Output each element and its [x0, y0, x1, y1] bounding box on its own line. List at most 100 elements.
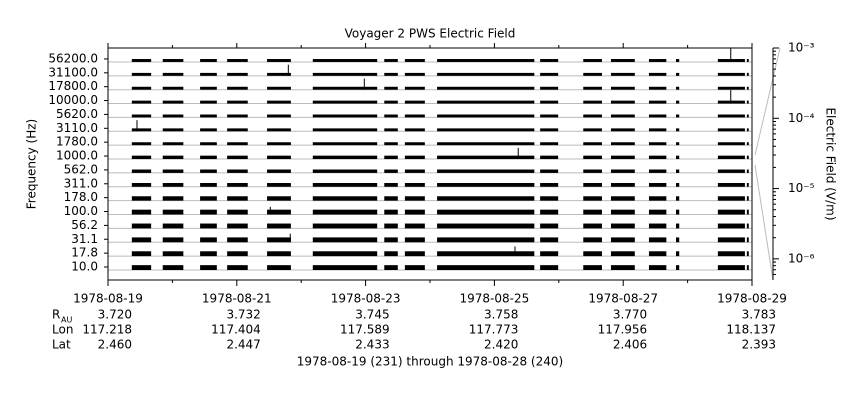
- strip: [583, 209, 602, 215]
- strip: [648, 251, 667, 257]
- strip: [540, 114, 559, 118]
- strip: [131, 100, 152, 104]
- x-tick-label: 1978-08-19: [73, 292, 143, 306]
- strip: [540, 169, 559, 173]
- strip: [227, 128, 248, 132]
- strip: [267, 223, 291, 229]
- strip: [227, 265, 248, 270]
- strip: [267, 251, 291, 257]
- strip: [131, 59, 152, 62]
- strip: [312, 100, 378, 104]
- strip: [227, 196, 248, 201]
- strip: [540, 265, 559, 270]
- strip: [676, 237, 680, 243]
- strip: [267, 100, 291, 104]
- strip: [384, 114, 398, 118]
- strip: [746, 142, 749, 146]
- strip: [384, 155, 398, 160]
- strip: [200, 209, 217, 215]
- strip: [717, 72, 745, 76]
- ephemeris-value: 2.420: [484, 338, 518, 352]
- strip: [384, 100, 398, 104]
- strip: [583, 100, 602, 104]
- strip: [437, 237, 535, 243]
- strip: [648, 86, 667, 90]
- strip: [384, 183, 398, 187]
- strip: [162, 142, 184, 146]
- zoom-line: [754, 47, 781, 156]
- strip: [648, 265, 667, 270]
- strip: [717, 59, 745, 62]
- strip: [583, 59, 602, 62]
- strip: [267, 86, 291, 90]
- ephemeris-value: 118.137: [726, 323, 776, 337]
- strip: [648, 59, 667, 62]
- strip: [676, 169, 680, 173]
- strip: [540, 155, 559, 160]
- ephemeris-value: 2.433: [355, 338, 389, 352]
- strip: [746, 183, 749, 187]
- strip: [676, 251, 680, 257]
- strip: [437, 59, 535, 62]
- strip: [746, 128, 749, 132]
- strip: [312, 209, 378, 215]
- strip: [717, 209, 745, 215]
- y-tick-label: 100.0: [64, 204, 98, 218]
- strip: [227, 114, 248, 118]
- strip: [267, 196, 291, 201]
- strip: [583, 183, 602, 187]
- strip: [746, 237, 749, 243]
- strip: [162, 59, 184, 62]
- y-tick-label: 31.1: [71, 232, 98, 246]
- ephemeris-label: R: [52, 308, 60, 322]
- strip: [227, 223, 248, 229]
- strip: [540, 100, 559, 104]
- strip: [437, 86, 535, 90]
- strip: [200, 72, 217, 76]
- strip: [437, 196, 535, 201]
- ephemeris-value: 2.460: [98, 338, 132, 352]
- strip: [384, 237, 398, 243]
- strip: [746, 196, 749, 201]
- strip: [267, 169, 291, 173]
- strip: [746, 114, 749, 118]
- strip: [312, 155, 378, 160]
- strip: [648, 169, 667, 173]
- strip: [162, 183, 184, 187]
- x-tick-label: 1978-08-23: [331, 292, 401, 306]
- y-tick-label: 56200.0: [48, 51, 98, 65]
- strip: [676, 100, 680, 104]
- y-tick-label: 10.0: [71, 260, 98, 274]
- ephemeris-value: 3.732: [226, 308, 260, 322]
- strip: [227, 183, 248, 187]
- strip: [610, 114, 635, 118]
- strip: [227, 209, 248, 215]
- strip: [131, 155, 152, 160]
- strip: [746, 72, 749, 76]
- strip: [746, 169, 749, 173]
- strip: [312, 265, 378, 270]
- y2-tick-label: 10⁻⁶: [788, 251, 815, 265]
- strip: [583, 196, 602, 201]
- strip: [162, 155, 184, 160]
- strip: [267, 72, 291, 76]
- y2-axis-label: Electric Field (V/m): [824, 107, 838, 220]
- strip: [384, 265, 398, 270]
- strip: [437, 169, 535, 173]
- strip: [162, 209, 184, 215]
- strip: [610, 155, 635, 160]
- y-tick-label: 562.0: [64, 162, 98, 176]
- strip: [384, 86, 398, 90]
- strip: [437, 209, 535, 215]
- ephemeris-value: 117.773: [469, 323, 519, 337]
- strip: [384, 128, 398, 132]
- strip: [540, 72, 559, 76]
- x-tick-label: 1978-08-21: [202, 292, 272, 306]
- strip: [131, 128, 152, 132]
- strip: [200, 237, 217, 243]
- y-tick-label: 10000.0: [48, 93, 98, 107]
- strip: [676, 128, 680, 132]
- strip: [200, 128, 217, 132]
- strip: [227, 100, 248, 104]
